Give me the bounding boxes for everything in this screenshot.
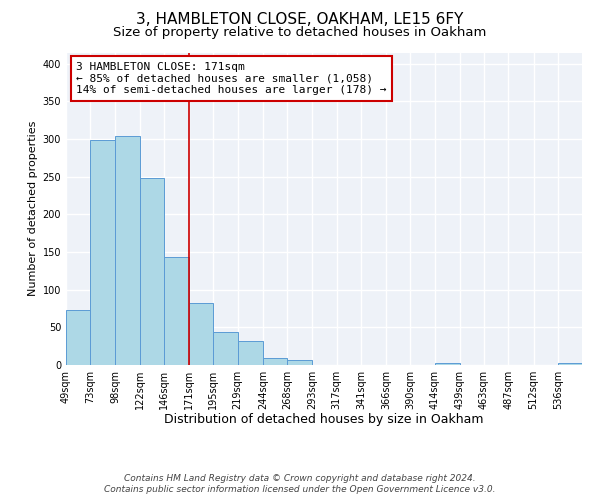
X-axis label: Distribution of detached houses by size in Oakham: Distribution of detached houses by size … <box>164 414 484 426</box>
Y-axis label: Number of detached properties: Number of detached properties <box>28 121 38 296</box>
Bar <box>189 302 214 365</box>
Bar <box>238 341 263 365</box>
Bar <box>115 136 140 365</box>
Text: 3 HAMBLETON CLOSE: 171sqm
← 85% of detached houses are smaller (1,058)
14% of se: 3 HAMBLETON CLOSE: 171sqm ← 85% of detac… <box>76 62 387 95</box>
Bar <box>90 140 115 365</box>
Text: Size of property relative to detached houses in Oakham: Size of property relative to detached ho… <box>113 26 487 39</box>
Bar <box>287 360 313 365</box>
Bar <box>214 332 238 365</box>
Bar <box>434 364 460 365</box>
Bar <box>558 364 582 365</box>
Bar <box>263 358 287 365</box>
Text: Contains HM Land Registry data © Crown copyright and database right 2024.
Contai: Contains HM Land Registry data © Crown c… <box>104 474 496 494</box>
Bar <box>164 256 189 365</box>
Bar <box>66 310 90 365</box>
Bar <box>140 178 164 365</box>
Text: 3, HAMBLETON CLOSE, OAKHAM, LE15 6FY: 3, HAMBLETON CLOSE, OAKHAM, LE15 6FY <box>136 12 464 28</box>
